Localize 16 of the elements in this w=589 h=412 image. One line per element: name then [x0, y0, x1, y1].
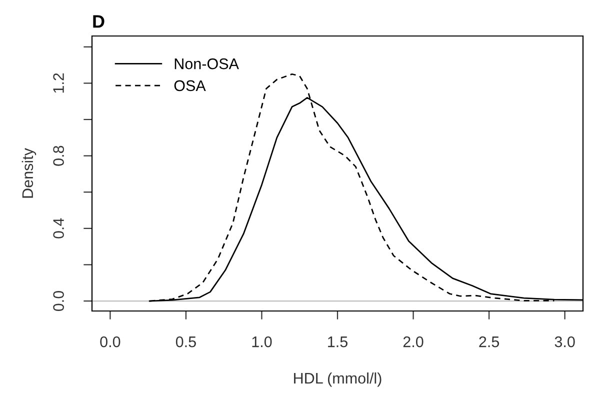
chart-title: D [93, 15, 104, 28]
y-tick-label: 0.0 [53, 290, 64, 312]
y-axis-title: Density [22, 148, 36, 198]
x-tick-label: 2.0 [403, 336, 424, 348]
x-tick-label: 0.0 [100, 336, 120, 348]
legend-label: Non-OSA [174, 58, 239, 70]
x-tick-label: 3.0 [554, 336, 575, 348]
x-tick-label: 2.5 [479, 336, 500, 348]
legend-label: OSA [174, 80, 206, 92]
y-tick-label: 0.4 [53, 218, 64, 238]
x-tick-label: 1.0 [252, 336, 272, 348]
x-tick-label: 0.5 [176, 336, 196, 348]
x-axis-title: HDL (mmol/l) [294, 372, 382, 387]
y-tick-label: 0.8 [53, 146, 64, 166]
y-tick-label: 1.2 [53, 73, 64, 93]
x-tick-label: 1.5 [328, 336, 348, 348]
